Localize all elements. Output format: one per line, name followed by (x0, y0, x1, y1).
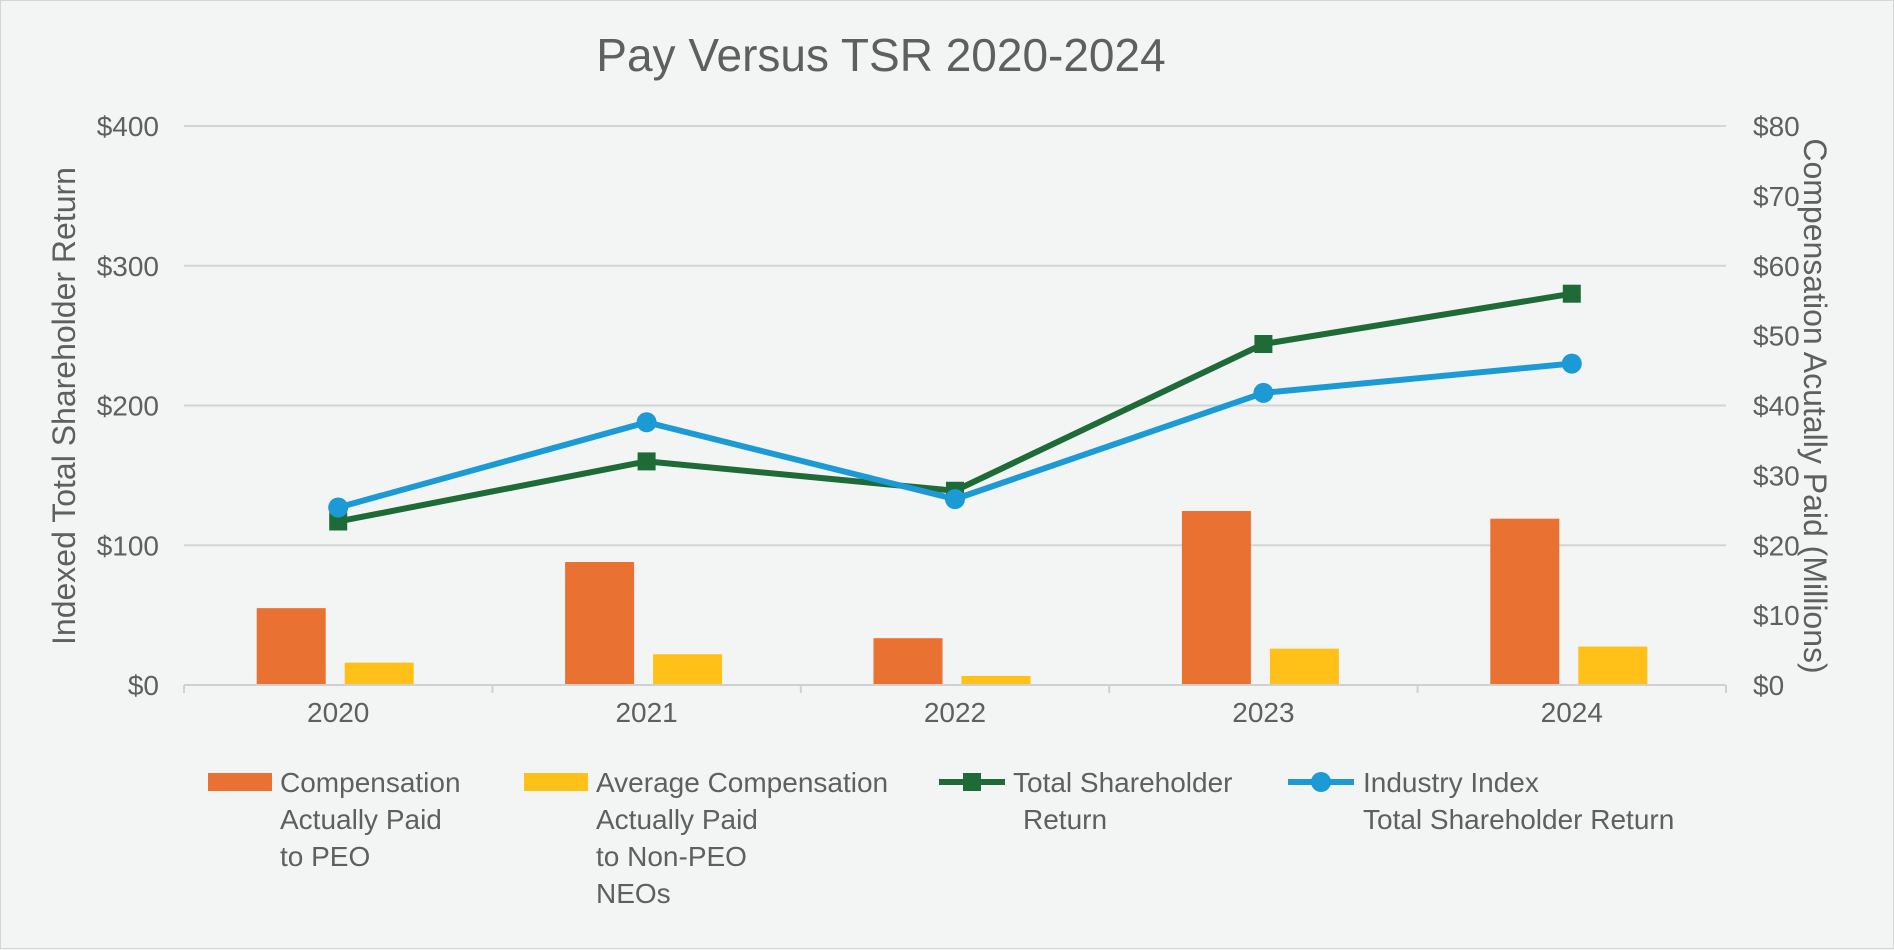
y2-tick-label: $0 (1753, 670, 1784, 701)
legend-label-0: to PEO (280, 841, 370, 872)
x-tick-label: 2020 (307, 697, 369, 728)
marker-2-2024 (1562, 284, 1581, 303)
bar-1-2020 (344, 662, 414, 685)
marker-3-2022 (945, 489, 965, 510)
legend-label-0: Actually Paid (280, 804, 442, 835)
bar-0-2022 (873, 638, 943, 685)
bar-series (256, 511, 1648, 685)
legend-marker-2 (963, 773, 981, 791)
gridlines (184, 125, 1726, 547)
legend-label-2: Return (1023, 804, 1107, 835)
y2-tick-label: $40 (1753, 391, 1800, 422)
x-tick-label: 2022 (924, 697, 986, 728)
legend-label-1: NEOs (596, 878, 671, 909)
legend-label-1: to Non-PEO (596, 841, 747, 872)
bar-1-2023 (1269, 648, 1339, 685)
marker-3-2023 (1253, 382, 1274, 403)
legend-label-3: Industry Index (1363, 767, 1539, 798)
legend-marker-3 (1311, 772, 1331, 792)
marker-3-2020 (328, 497, 349, 518)
chart-title: Pay Versus TSR 2020-2024 (596, 29, 1165, 81)
legend-label-1: Actually Paid (596, 804, 758, 835)
legend-label-3: Total Shareholder Return (1363, 804, 1674, 835)
bar-0-2023 (1181, 511, 1251, 685)
line-series (328, 284, 1582, 531)
bar-1-2021 (653, 654, 723, 685)
y2-tick-label: $70 (1753, 181, 1800, 212)
y-tick-label: $200 (97, 391, 159, 422)
bar-0-2024 (1490, 518, 1560, 685)
marker-3-2021 (636, 412, 657, 433)
x-tick-label: 2023 (1232, 697, 1294, 728)
marker-3-2024 (1561, 353, 1582, 374)
bar-1-2022 (961, 675, 1031, 685)
legend-label-0: Compensation (280, 767, 461, 798)
y-tick-label: $0 (128, 670, 159, 701)
right-axis-label: Compensation Acutally Paid (Millions) (1797, 138, 1833, 673)
y2-tick-label: $30 (1753, 460, 1800, 491)
left-axis-label: Indexed Total Shareholder Return (46, 167, 82, 645)
y-tick-label: $100 (97, 530, 159, 561)
marker-2-2020 (329, 512, 348, 531)
x-tick-label: 2024 (1541, 697, 1603, 728)
legend-label-2: Total Shareholder (1013, 767, 1232, 798)
y2-tick-label: $80 (1753, 111, 1800, 142)
bar-0-2020 (256, 608, 326, 685)
bar-1-2024 (1578, 646, 1648, 685)
y2-tick-label: $50 (1753, 321, 1800, 352)
x-tick-label: 2021 (615, 697, 677, 728)
y-tick-label: $400 (97, 111, 159, 142)
y-tick-label: $300 (97, 251, 159, 282)
marker-2-2021 (637, 452, 656, 471)
bar-0-2021 (565, 562, 635, 685)
legend-swatch-0 (208, 773, 272, 791)
marker-2-2023 (1254, 335, 1273, 354)
legend: Compensation Actually Paid to PEO Average C… (208, 767, 1674, 909)
right-axis-ticks: $0 $10 $20 $30 $40 $50 $60 $70 $80 (1753, 111, 1800, 701)
x-axis-ticks: 2020 2021 2022 2023 2024 (183, 685, 1727, 728)
y2-tick-label: $20 (1753, 530, 1800, 561)
legend-swatch-1 (524, 773, 588, 791)
legend-label-1: Average Compensation (596, 767, 888, 798)
y2-tick-label: $10 (1753, 600, 1800, 631)
left-axis-ticks: $0 $100 $200 $300 $400 (97, 111, 159, 701)
y2-tick-label: $60 (1753, 251, 1800, 282)
